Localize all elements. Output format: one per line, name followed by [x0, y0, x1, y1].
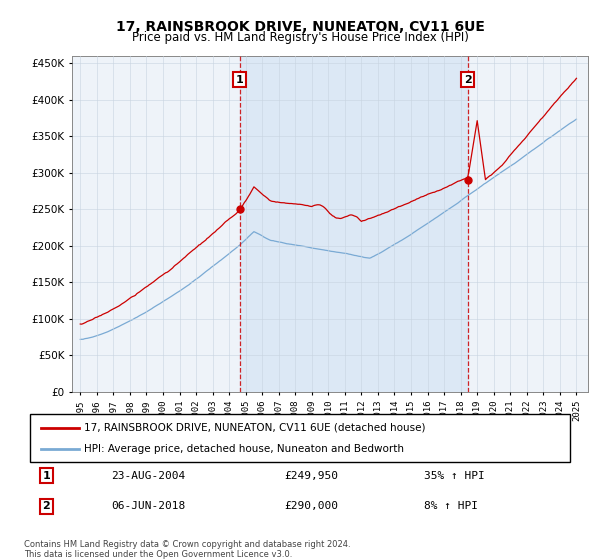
- Text: 23-AUG-2004: 23-AUG-2004: [111, 470, 185, 480]
- Text: 06-JUN-2018: 06-JUN-2018: [111, 501, 185, 511]
- Text: £290,000: £290,000: [284, 501, 338, 511]
- Text: £249,950: £249,950: [284, 470, 338, 480]
- Text: 17, RAINSBROOK DRIVE, NUNEATON, CV11 6UE: 17, RAINSBROOK DRIVE, NUNEATON, CV11 6UE: [116, 20, 484, 34]
- Bar: [240, 56, 468, 392]
- Text: 2: 2: [464, 74, 472, 85]
- Text: 2: 2: [43, 501, 50, 511]
- Text: Price paid vs. HM Land Registry's House Price Index (HPI): Price paid vs. HM Land Registry's House …: [131, 31, 469, 44]
- Text: 1: 1: [43, 470, 50, 480]
- Text: 8% ↑ HPI: 8% ↑ HPI: [424, 501, 478, 511]
- Text: 17, RAINSBROOK DRIVE, NUNEATON, CV11 6UE (detached house): 17, RAINSBROOK DRIVE, NUNEATON, CV11 6UE…: [84, 423, 425, 433]
- Text: HPI: Average price, detached house, Nuneaton and Bedworth: HPI: Average price, detached house, Nune…: [84, 444, 404, 454]
- Text: Contains HM Land Registry data © Crown copyright and database right 2024.
This d: Contains HM Land Registry data © Crown c…: [24, 540, 350, 559]
- Text: 35% ↑ HPI: 35% ↑ HPI: [424, 470, 485, 480]
- FancyBboxPatch shape: [30, 414, 570, 462]
- Text: 1: 1: [236, 74, 244, 85]
